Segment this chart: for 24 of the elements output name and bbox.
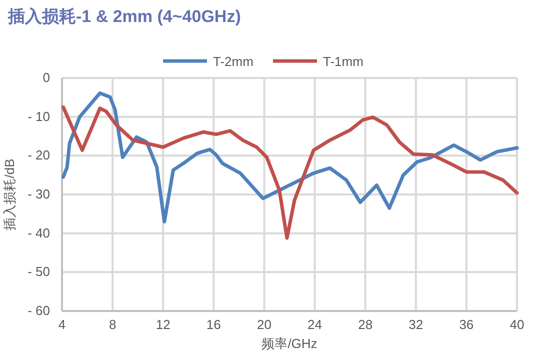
x-tick-label: 8: [108, 317, 116, 332]
x-tick-label: 20: [256, 317, 272, 332]
y-tick-label: - 20: [28, 148, 50, 163]
x-tick-label: 40: [510, 317, 524, 332]
y-tick-label: - 60: [28, 303, 50, 318]
line-series: [62, 91, 519, 224]
x-tick-label: 32: [408, 317, 424, 332]
legend-label: T-2mm: [213, 54, 254, 69]
x-tick-label: 12: [156, 317, 170, 332]
x-axis-title: 频率/GHz: [262, 336, 318, 351]
x-tick-label: 24: [308, 317, 322, 332]
y-tick-label: - 30: [28, 186, 50, 202]
x-tick-label: 28: [358, 317, 373, 332]
x-tick-label: 16: [206, 317, 221, 332]
y-tick-label: - 40: [28, 225, 50, 240]
legend-label: T-1mm: [323, 54, 364, 69]
y-tick-label: 0: [42, 70, 50, 85]
line-series: [62, 105, 519, 240]
x-tick-label: 4: [58, 317, 66, 332]
chart-title: 插入损耗-1 & 2mm (4~40GHz): [7, 7, 241, 26]
y-tick-label: - 50: [28, 264, 50, 280]
y-tick-label: - 10: [28, 108, 50, 124]
x-tick-label: 36: [459, 317, 474, 332]
y-axis-title: 插入损耗/dB: [2, 158, 17, 230]
